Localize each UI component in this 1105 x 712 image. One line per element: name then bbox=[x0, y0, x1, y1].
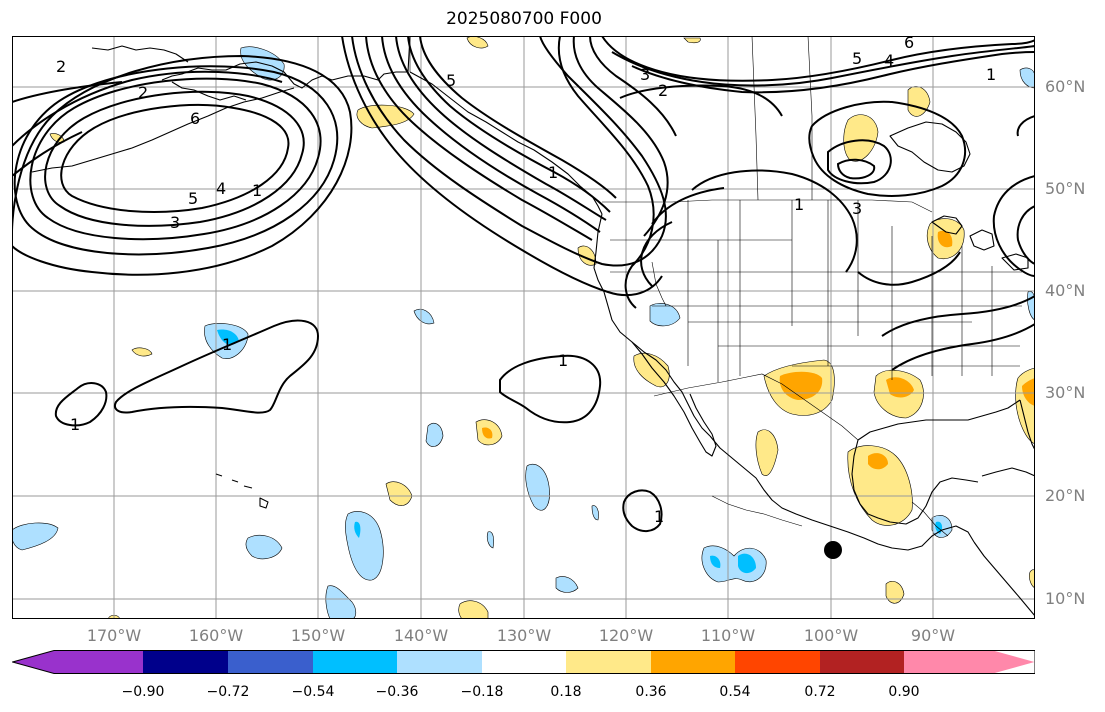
colorbar-segment bbox=[12, 650, 143, 674]
latitude-label: 60°N bbox=[1045, 77, 1086, 96]
colorbar-segment bbox=[228, 650, 313, 674]
contour-label: 5 bbox=[852, 49, 862, 68]
contour-label: 1 bbox=[654, 507, 664, 526]
colorbar-segment bbox=[820, 650, 904, 674]
colorbar-segment bbox=[735, 650, 820, 674]
contour-label: 1 bbox=[794, 195, 804, 214]
contour-label: 2 bbox=[138, 83, 148, 102]
colorbar bbox=[12, 650, 1035, 674]
contour-label: 6 bbox=[904, 36, 914, 52]
colorbar-tick-label: −0.18 bbox=[460, 684, 504, 700]
longitude-label: 160°W bbox=[188, 626, 244, 645]
contour-label: 1 bbox=[222, 335, 232, 354]
contour-label: 5 bbox=[446, 71, 456, 90]
colorbar-segment bbox=[566, 650, 651, 674]
map-title: 2025080700 F000 bbox=[446, 9, 602, 29]
contour-label: 1 bbox=[986, 65, 996, 84]
colorbar-tick-label: 0.36 bbox=[635, 684, 667, 700]
contour-label-group: 2 2 6 5 4 3 1 5 1 3 2 5 6 4 3 1 1 1 1 1 … bbox=[56, 36, 996, 526]
colorbar-tick-label: 0.54 bbox=[719, 684, 751, 700]
colorbar-tick-label: −0.72 bbox=[206, 684, 250, 700]
longitude-label: 140°W bbox=[393, 626, 449, 645]
colorbar-segment bbox=[904, 650, 1035, 674]
map-frame bbox=[12, 36, 1035, 619]
contour-label: 1 bbox=[70, 415, 80, 434]
contour-lines bbox=[12, 36, 1035, 532]
contour-label: 4 bbox=[216, 179, 226, 198]
latitude-label: 10°N bbox=[1045, 589, 1086, 608]
contour-label: 4 bbox=[884, 51, 894, 70]
contour-label: 1 bbox=[252, 181, 262, 200]
longitude-label: 110°W bbox=[700, 626, 756, 645]
contour-label: 5 bbox=[188, 189, 198, 208]
latitude-label: 40°N bbox=[1045, 281, 1086, 300]
colorbar-tick-label: −0.36 bbox=[375, 684, 419, 700]
longitude-label: 150°W bbox=[290, 626, 346, 645]
contour-label: 3 bbox=[640, 65, 650, 84]
longitude-label: 100°W bbox=[803, 626, 859, 645]
colorbar-segment bbox=[651, 650, 735, 674]
longitude-label: 130°W bbox=[496, 626, 552, 645]
colorbar-segment bbox=[143, 650, 228, 674]
longitude-label: 120°W bbox=[598, 626, 654, 645]
colorbar-segment bbox=[313, 650, 397, 674]
coastlines bbox=[31, 36, 1035, 617]
colorbar-segment bbox=[482, 650, 566, 674]
contour-label: 3 bbox=[852, 199, 862, 218]
contour-label: 2 bbox=[658, 81, 668, 100]
longitude-label: 170°W bbox=[86, 626, 142, 645]
storm-center-dot bbox=[824, 541, 842, 559]
negative-anomaly-shading bbox=[12, 46, 1035, 619]
contour-label: 1 bbox=[558, 351, 568, 370]
colorbar-tick-label: 0.90 bbox=[888, 684, 920, 700]
latitude-label: 20°N bbox=[1045, 486, 1086, 505]
latitude-label: 30°N bbox=[1045, 383, 1086, 402]
contour-label: 6 bbox=[190, 109, 200, 128]
contour-label: 1 bbox=[548, 163, 558, 182]
political-borders bbox=[409, 36, 1022, 537]
colorbar-tick-label: 0.72 bbox=[804, 684, 836, 700]
colorbar-tick-label: −0.90 bbox=[121, 684, 165, 700]
longitude-label: 90°W bbox=[910, 626, 956, 645]
contour-label: 2 bbox=[56, 57, 66, 76]
colorbar-tick-label: 0.18 bbox=[550, 684, 582, 700]
weather-map: 2 2 6 5 4 3 1 5 1 3 2 5 6 4 3 1 1 1 1 1 … bbox=[12, 36, 1035, 619]
colorbar-tick-label: −0.54 bbox=[291, 684, 335, 700]
contour-label: 3 bbox=[170, 213, 180, 232]
colorbar-segment bbox=[397, 650, 482, 674]
graticule bbox=[12, 36, 1035, 619]
latitude-label: 50°N bbox=[1045, 179, 1086, 198]
